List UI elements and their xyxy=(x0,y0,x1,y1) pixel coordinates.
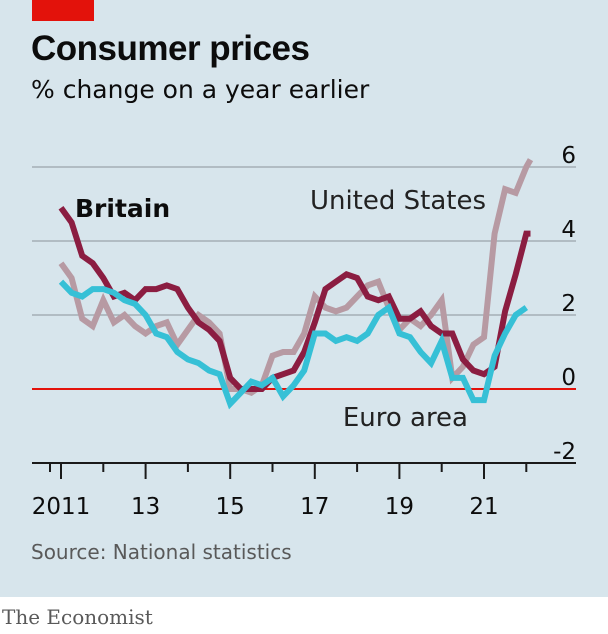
x-tick-label-21: 21 xyxy=(469,494,498,520)
series-lines xyxy=(58,158,534,410)
x-tick-label-13: 13 xyxy=(131,494,160,520)
x-tick-label-17: 17 xyxy=(300,494,329,520)
chart-title: Consumer prices xyxy=(31,29,310,68)
series-label-euro-area: Euro area xyxy=(343,403,468,433)
y-tick-label-6: 6 xyxy=(561,143,576,169)
euro-area-line xyxy=(58,279,529,410)
x-tick-label-2011: 2011 xyxy=(32,494,91,520)
series-label-united-states: United States xyxy=(310,186,486,216)
united-states-line xyxy=(58,158,534,397)
x-tick-label-15: 15 xyxy=(216,494,245,520)
chart-subtitle: % change on a year earlier xyxy=(31,75,370,104)
britain-line xyxy=(58,205,531,392)
publisher-logo-text: The Economist xyxy=(2,605,153,629)
x-tick-label-19: 19 xyxy=(385,494,414,520)
y-tick-label-0: 0 xyxy=(561,365,576,391)
line-chart: 6 4 2 0 -2 2011 13 15 17 19 21 United States Britai… xyxy=(32,143,576,520)
y-tick-label-2: 2 xyxy=(561,291,576,317)
y-tick-label-4: 4 xyxy=(561,217,576,243)
y-tick-label--2: -2 xyxy=(553,439,576,465)
source-note: Source: National statistics xyxy=(31,540,292,564)
brand-tab xyxy=(32,0,94,21)
series-labels: United States Britain Euro area xyxy=(75,186,486,433)
x-axis xyxy=(32,462,576,479)
series-label-britain: Britain xyxy=(75,194,170,223)
tick-labels: 6 4 2 0 -2 2011 13 15 17 19 21 xyxy=(32,143,576,520)
